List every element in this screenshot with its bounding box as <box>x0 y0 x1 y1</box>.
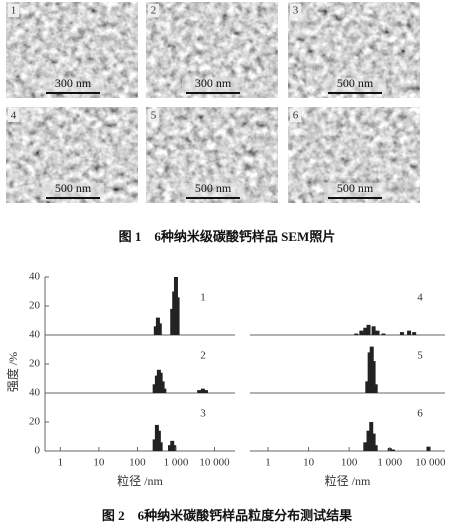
y-tick-label: 40 <box>29 387 41 399</box>
bar <box>359 330 364 335</box>
panel-label-box <box>8 4 19 17</box>
bar <box>197 390 202 393</box>
bar <box>203 390 208 393</box>
bar <box>407 330 412 335</box>
panel-label: 6 <box>293 110 299 122</box>
bar <box>200 388 205 393</box>
bar <box>426 446 431 451</box>
bar <box>153 326 158 335</box>
bar <box>367 352 372 393</box>
bar <box>167 445 172 451</box>
scale-label: 300 nm <box>55 76 92 90</box>
bar <box>363 327 368 335</box>
x-tick-label: 1 000 <box>164 457 189 469</box>
bar <box>365 381 370 393</box>
scale-label: 500 nm <box>195 181 232 195</box>
bar <box>390 449 395 451</box>
scale-box <box>324 78 386 94</box>
panel-label: 2 <box>151 5 157 17</box>
panel-label: 2 <box>200 350 206 362</box>
scale-box <box>182 78 244 94</box>
x-tick-label: 10 <box>93 457 105 469</box>
panel-label-box <box>8 109 19 122</box>
bar <box>160 381 165 393</box>
panel-label: 3 <box>293 5 299 17</box>
panel-label-box <box>148 109 159 122</box>
scale-box <box>42 183 104 199</box>
panel-label: 3 <box>200 408 206 420</box>
bar <box>412 332 417 335</box>
bar <box>373 445 378 451</box>
bar <box>158 442 163 451</box>
panel-label: 5 <box>417 350 423 362</box>
bar <box>373 384 378 393</box>
y-tick-label: 0 <box>35 445 41 457</box>
bar <box>157 323 162 335</box>
bar <box>366 430 371 451</box>
y-axis-label: 强度 /% <box>5 352 20 392</box>
scale-box <box>182 183 244 199</box>
x-tick-label: 10 <box>303 457 315 469</box>
figure-caption: 图 2 6种纳米碳酸钙样品粒度分布测试结果 <box>102 508 352 523</box>
y-tick-label: 40 <box>29 329 41 341</box>
bar <box>175 297 180 335</box>
panel-label-box <box>290 109 301 122</box>
panel-label: 6 <box>417 408 423 420</box>
y-tick-label: 20 <box>29 300 41 312</box>
bar <box>152 439 157 451</box>
x-tick-label: 100 <box>129 457 146 469</box>
bar <box>371 433 376 451</box>
bar <box>399 332 404 335</box>
scale-box <box>324 183 386 199</box>
bar <box>363 442 368 451</box>
bar <box>366 324 371 335</box>
bar <box>371 361 376 393</box>
panel-label: 5 <box>151 110 157 122</box>
panel-label-box <box>290 4 301 17</box>
y-tick-label: 20 <box>29 416 41 428</box>
bar <box>375 330 380 335</box>
x-tick-label: 10 000 <box>199 457 230 469</box>
bar <box>152 384 157 393</box>
y-tick-label: 20 <box>29 358 41 370</box>
x-tick-label: 10 000 <box>415 457 446 469</box>
bar <box>156 430 161 451</box>
panel-label: 4 <box>417 292 423 304</box>
scale-label: 300 nm <box>195 76 232 90</box>
x-tick-label: 1 000 <box>377 457 402 469</box>
panel-label-box <box>148 4 159 17</box>
bar <box>369 422 374 451</box>
scale-label: 500 nm <box>337 181 374 195</box>
bar <box>381 333 386 335</box>
bar <box>162 388 167 393</box>
panel-label: 1 <box>200 292 206 304</box>
x-tick-label: 100 <box>341 457 358 469</box>
bar <box>371 326 376 335</box>
scale-label: 500 nm <box>337 76 374 90</box>
scale-label: 500 nm <box>55 181 92 195</box>
x-axis-label: 粒径 /nm <box>325 473 371 488</box>
scale-box <box>42 78 104 94</box>
x-tick-label: 1 <box>265 457 271 469</box>
x-tick-label: 1 <box>58 457 64 469</box>
y-tick-label: 40 <box>29 271 41 283</box>
bar <box>354 333 359 335</box>
panel-label: 4 <box>11 110 17 122</box>
figure-caption: 图 1 6种纳米级碳酸钙样品 SEM照片 <box>119 229 336 244</box>
x-axis-label: 粒径 /nm <box>117 473 163 488</box>
panel-label: 1 <box>11 5 17 17</box>
bar <box>172 445 177 451</box>
